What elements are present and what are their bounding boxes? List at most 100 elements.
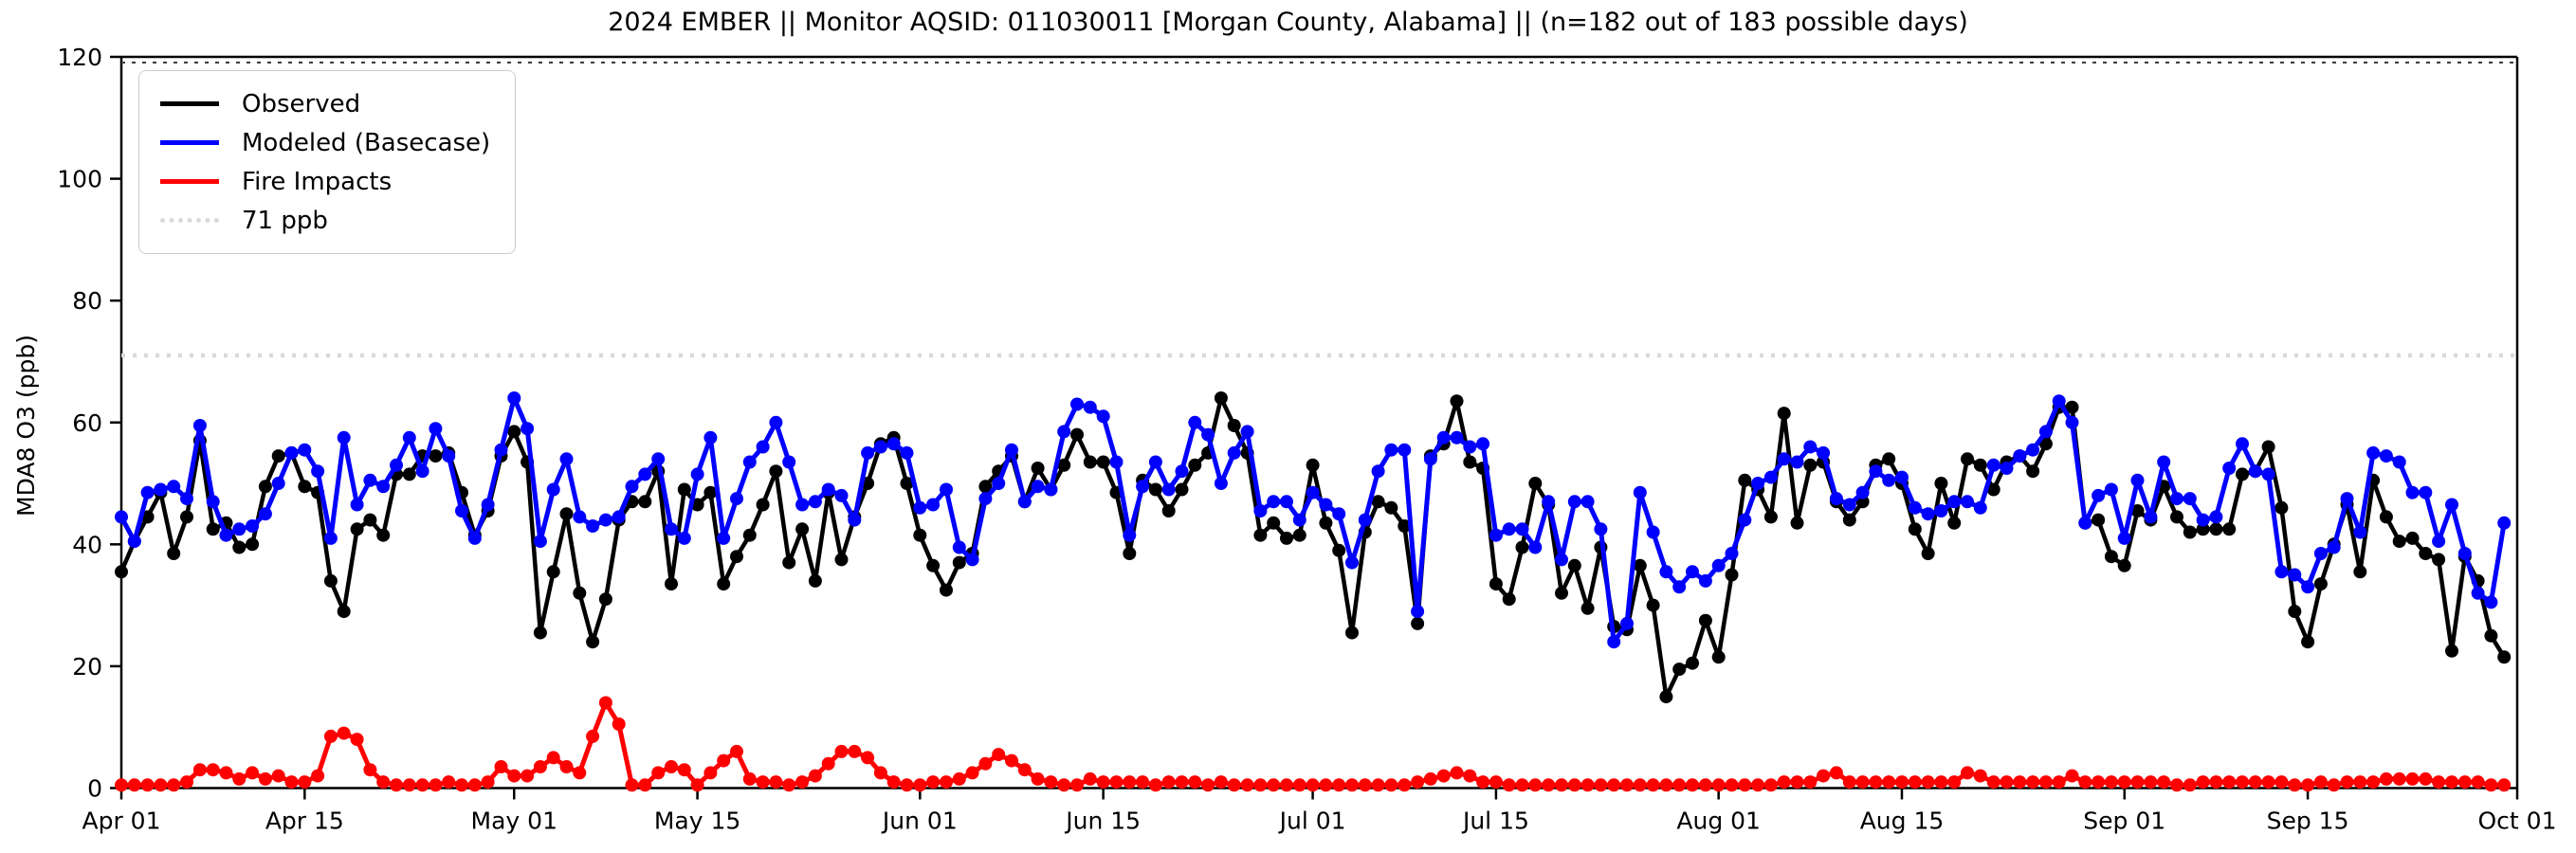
data-point <box>1280 778 1293 792</box>
data-point <box>1725 568 1739 582</box>
data-point <box>1476 437 1490 451</box>
data-point <box>978 492 993 506</box>
data-point <box>2301 580 2315 594</box>
data-point <box>2392 455 2406 469</box>
data-point <box>1711 558 1726 572</box>
series-observed <box>115 391 2512 704</box>
data-point <box>625 778 639 792</box>
data-point <box>1528 477 1543 490</box>
data-point <box>1096 775 1110 789</box>
data-point <box>612 717 626 731</box>
data-point <box>1763 510 1778 524</box>
data-point <box>140 778 155 792</box>
x-tick-label: Apr 15 <box>265 808 344 835</box>
data-point <box>521 422 535 436</box>
data-point <box>298 443 312 457</box>
data-point <box>154 778 168 792</box>
x-tick-label: Aug 15 <box>1860 808 1945 835</box>
data-point <box>1292 778 1306 792</box>
data-point <box>795 498 810 512</box>
data-point <box>1371 495 1385 509</box>
data-point <box>2222 462 2237 475</box>
data-point <box>2432 553 2446 567</box>
data-point <box>2000 775 2014 789</box>
data-point <box>363 473 377 487</box>
data-point <box>1790 455 1804 469</box>
data-point <box>1686 778 1699 792</box>
data-point <box>1542 495 1556 509</box>
data-point <box>1201 778 1215 792</box>
data-point <box>1882 452 1896 466</box>
data-point <box>1973 458 1987 472</box>
data-point <box>1921 547 1935 560</box>
data-point <box>2092 513 2106 527</box>
data-point <box>546 482 560 497</box>
data-point <box>206 763 220 777</box>
y-tick-label: 120 <box>57 44 102 71</box>
data-point <box>298 775 312 789</box>
data-point <box>2457 775 2472 789</box>
data-point <box>2484 778 2498 792</box>
legend-label: Fire Impacts <box>242 167 393 196</box>
data-point <box>1555 553 1568 567</box>
data-point <box>1803 458 1818 472</box>
data-point <box>2405 771 2420 786</box>
data-point <box>1961 495 1974 509</box>
data-point <box>625 480 639 494</box>
data-point <box>2196 522 2210 536</box>
data-point <box>337 726 351 740</box>
data-point <box>115 565 128 579</box>
data-point <box>376 480 391 494</box>
data-point <box>2065 400 2079 414</box>
data-point <box>559 760 574 773</box>
data-point <box>952 771 966 786</box>
data-point <box>232 771 247 786</box>
data-point <box>861 445 875 460</box>
data-point <box>455 778 468 792</box>
data-point <box>1044 775 1058 789</box>
data-point <box>1528 540 1543 554</box>
data-point <box>638 467 652 481</box>
data-point <box>402 778 416 792</box>
data-point <box>1319 516 1333 530</box>
data-point <box>1463 440 1477 454</box>
data-point <box>1555 778 1568 792</box>
data-point <box>2366 445 2381 460</box>
data-point <box>2026 464 2040 479</box>
data-point <box>2236 467 2249 481</box>
data-point <box>992 748 1006 762</box>
data-point <box>1869 775 1883 789</box>
data-point <box>1502 592 1516 607</box>
data-point <box>926 775 941 789</box>
data-point <box>206 522 220 536</box>
data-point <box>1345 778 1359 792</box>
data-point <box>167 778 181 792</box>
data-point <box>1947 495 1962 509</box>
data-point <box>442 775 456 789</box>
data-point <box>192 419 207 432</box>
data-point <box>1646 525 1660 539</box>
data-point <box>1973 500 1987 515</box>
data-point <box>952 540 966 554</box>
data-point <box>494 760 508 773</box>
data-point <box>1973 769 1987 783</box>
data-point <box>1895 470 1909 484</box>
data-point <box>1358 778 1372 792</box>
data-point <box>311 769 325 783</box>
data-point <box>1292 513 1306 527</box>
data-point <box>1292 528 1306 542</box>
data-point <box>2275 565 2289 579</box>
data-point <box>507 425 521 439</box>
data-point <box>1005 443 1018 457</box>
data-point <box>2313 547 2328 560</box>
data-point <box>192 763 207 777</box>
data-point <box>2157 775 2171 789</box>
data-point <box>1227 445 1241 460</box>
data-point <box>1646 778 1660 792</box>
data-point <box>363 763 377 777</box>
data-point <box>769 415 783 429</box>
legend-item-observed: Observed <box>160 84 490 123</box>
data-point <box>612 510 626 524</box>
data-point <box>808 769 822 783</box>
data-point <box>1188 458 1202 472</box>
